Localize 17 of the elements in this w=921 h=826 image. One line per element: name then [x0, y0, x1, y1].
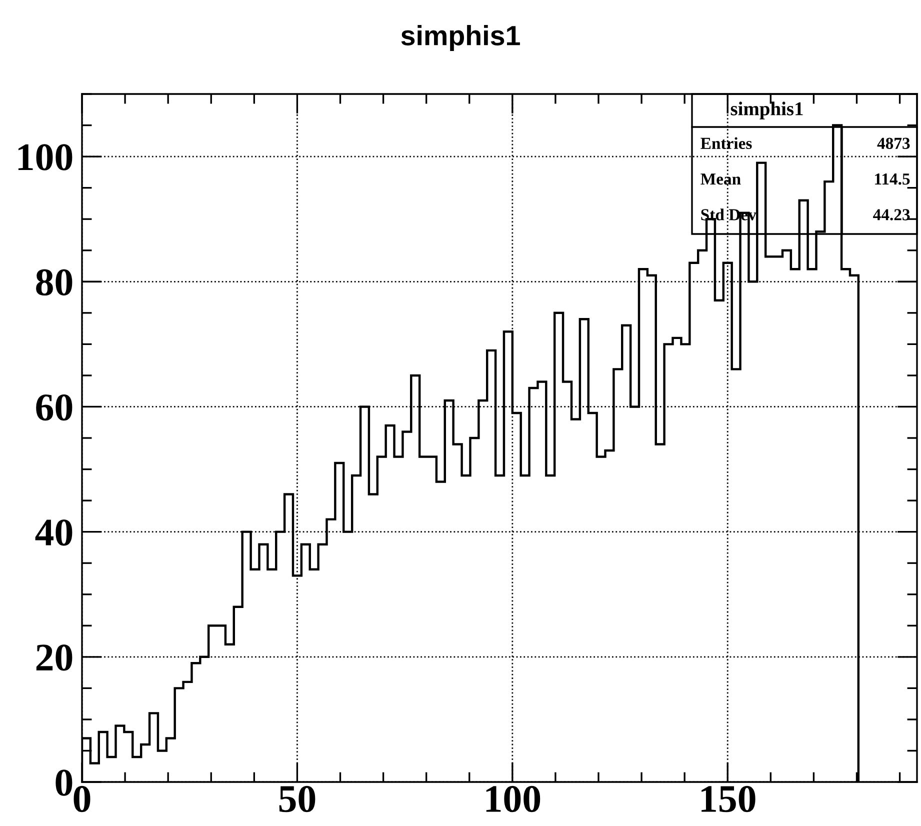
annotation: 114.5: [875, 174, 910, 185]
y-tick-label: 100: [18, 144, 72, 170]
x-tick-label: 100: [486, 786, 540, 812]
y-tick-label: 40: [35, 519, 72, 546]
x-tick-label: 0: [74, 786, 90, 812]
annotation: 44.23: [873, 209, 910, 220]
annotation: 4873: [877, 138, 910, 150]
x-tick-label: 50: [279, 786, 316, 812]
chart-title: simphis1: [401, 25, 520, 51]
y-tick-label: 0: [56, 770, 72, 796]
annotation: Mean: [700, 174, 741, 185]
y-tick-label: 20: [36, 644, 72, 671]
y-tick-label: 80: [36, 269, 72, 296]
annotation: simphis1: [730, 102, 803, 120]
annotation: Entries: [700, 137, 752, 150]
x-tick-label: 150: [702, 786, 756, 812]
y-tick-label: 60: [36, 394, 72, 421]
